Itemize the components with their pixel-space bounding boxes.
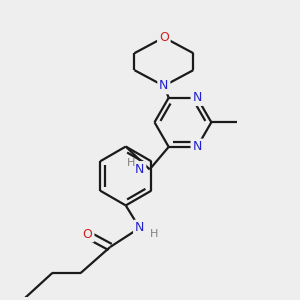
Text: N: N (135, 163, 145, 176)
Text: N: N (192, 140, 202, 153)
Text: N: N (159, 80, 169, 92)
Text: N: N (135, 221, 144, 234)
Text: N: N (192, 91, 202, 104)
Text: O: O (83, 228, 93, 241)
Text: H: H (150, 229, 158, 239)
Text: H: H (126, 158, 135, 168)
Text: O: O (159, 31, 169, 44)
